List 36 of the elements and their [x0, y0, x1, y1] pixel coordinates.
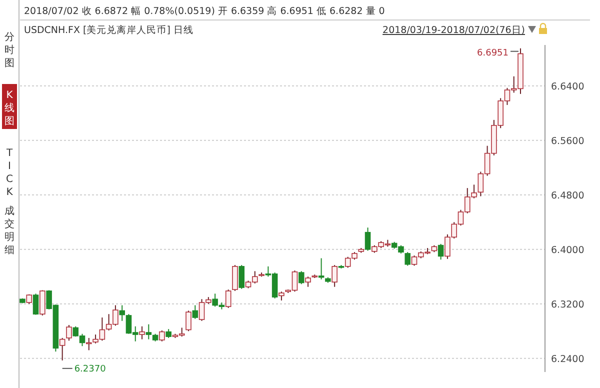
y-tick-label: 6.4800	[551, 190, 584, 202]
candlestick	[66, 324, 72, 342]
annotation: 6.6951	[477, 48, 509, 58]
chart-title: USDCNH.FX [美元兑离岸人民币] 日线	[24, 24, 194, 36]
candlestick	[40, 290, 46, 316]
candlestick	[318, 258, 324, 280]
candlestick	[298, 270, 304, 285]
y-tick-label: 6.4000	[551, 244, 584, 256]
y-tick-label: 6.2400	[551, 354, 584, 365]
candlestick	[59, 337, 66, 361]
text: 2018/03/19-2018/07/02(76日)	[382, 25, 525, 36]
candlestick	[192, 304, 198, 320]
text: K线图	[4, 90, 14, 127]
y-tick-label: 6.3200	[551, 299, 584, 310]
candlestick	[364, 227, 371, 252]
candlestick	[119, 304, 125, 322]
text: 成交明细	[4, 205, 14, 256]
y-tick-label: 6.5600	[551, 136, 584, 147]
text: TICK	[5, 148, 14, 198]
candlestick	[404, 252, 411, 266]
chart-subtitle: 2018/07/02 收 6.6872 幅 0.78%(0.0519) 开 6.6359 高 6.6951 低 6.6282 量 0	[24, 5, 385, 17]
candlestick	[139, 326, 145, 340]
candlestick	[146, 324, 152, 340]
text: 分时图	[4, 31, 14, 69]
candlestick	[159, 330, 165, 342]
candlestick	[332, 264, 338, 288]
candlestick	[305, 276, 311, 288]
candlestick	[438, 243, 444, 260]
candlestick	[238, 264, 245, 290]
candlestick	[186, 310, 192, 332]
annotation: 6.2370	[74, 364, 106, 374]
candlestick	[86, 337, 92, 351]
y-tick-label: 6.6400	[551, 81, 584, 92]
candlestick	[225, 289, 232, 308]
candlestick	[232, 264, 238, 292]
candlestick	[32, 293, 39, 316]
